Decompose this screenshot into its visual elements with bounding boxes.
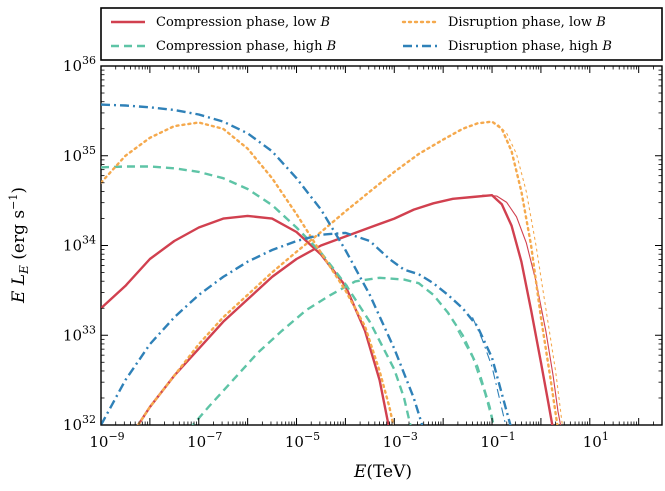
legend: Compression phase, low B Compression phas… [100, 7, 663, 61]
series-line-10 [101, 103, 424, 425]
y-tick-label: 1035 [63, 144, 96, 165]
legend-entries: Compression phase, low B Compression phas… [111, 15, 612, 54]
y-axis-label: E LE (erg s−1) [7, 187, 31, 304]
y-tick-label: 1034 [63, 234, 96, 255]
series-line-8 [136, 120, 559, 425]
y-tick-label: 1036 [63, 54, 96, 75]
series-line-4 [101, 165, 412, 425]
series-line-5 [191, 276, 495, 425]
plot-frame [100, 65, 663, 426]
series-line-3 [482, 194, 562, 425]
x-tick-label: 10−1 [480, 430, 515, 451]
legend-label: Disruption phase, low B [448, 15, 606, 30]
x-tick-label: 10−7 [187, 430, 222, 451]
x-tick-label: 10−3 [383, 430, 418, 451]
series-line-12 [471, 317, 507, 425]
y-tick-label: 1033 [63, 323, 96, 344]
legend-label: Compression phase, low B [156, 15, 330, 30]
tick-labels: 10−9 10−7 10−5 10−3 10−1 101 1032 1033 1034 1035 1… [63, 54, 609, 451]
y-tick-label: 1032 [63, 413, 96, 434]
ticks-group [100, 65, 662, 426]
legend-frame [100, 7, 663, 61]
series-line-7 [101, 121, 395, 425]
x-tick-label: 10−9 [89, 430, 124, 451]
series-line-9 [486, 121, 563, 425]
x-axis-label: E(TeV) [353, 462, 412, 482]
series-line-11 [101, 231, 512, 425]
series-group [101, 103, 563, 425]
x-tick-label: 101 [583, 430, 609, 451]
x-tick-label: 10−5 [285, 430, 320, 451]
legend-label: Compression phase, high B [156, 39, 336, 54]
series-line-6 [457, 330, 494, 425]
series-line-2 [136, 194, 554, 425]
series-line-1 [101, 214, 390, 425]
legend-label: Disruption phase, high B [448, 39, 612, 54]
